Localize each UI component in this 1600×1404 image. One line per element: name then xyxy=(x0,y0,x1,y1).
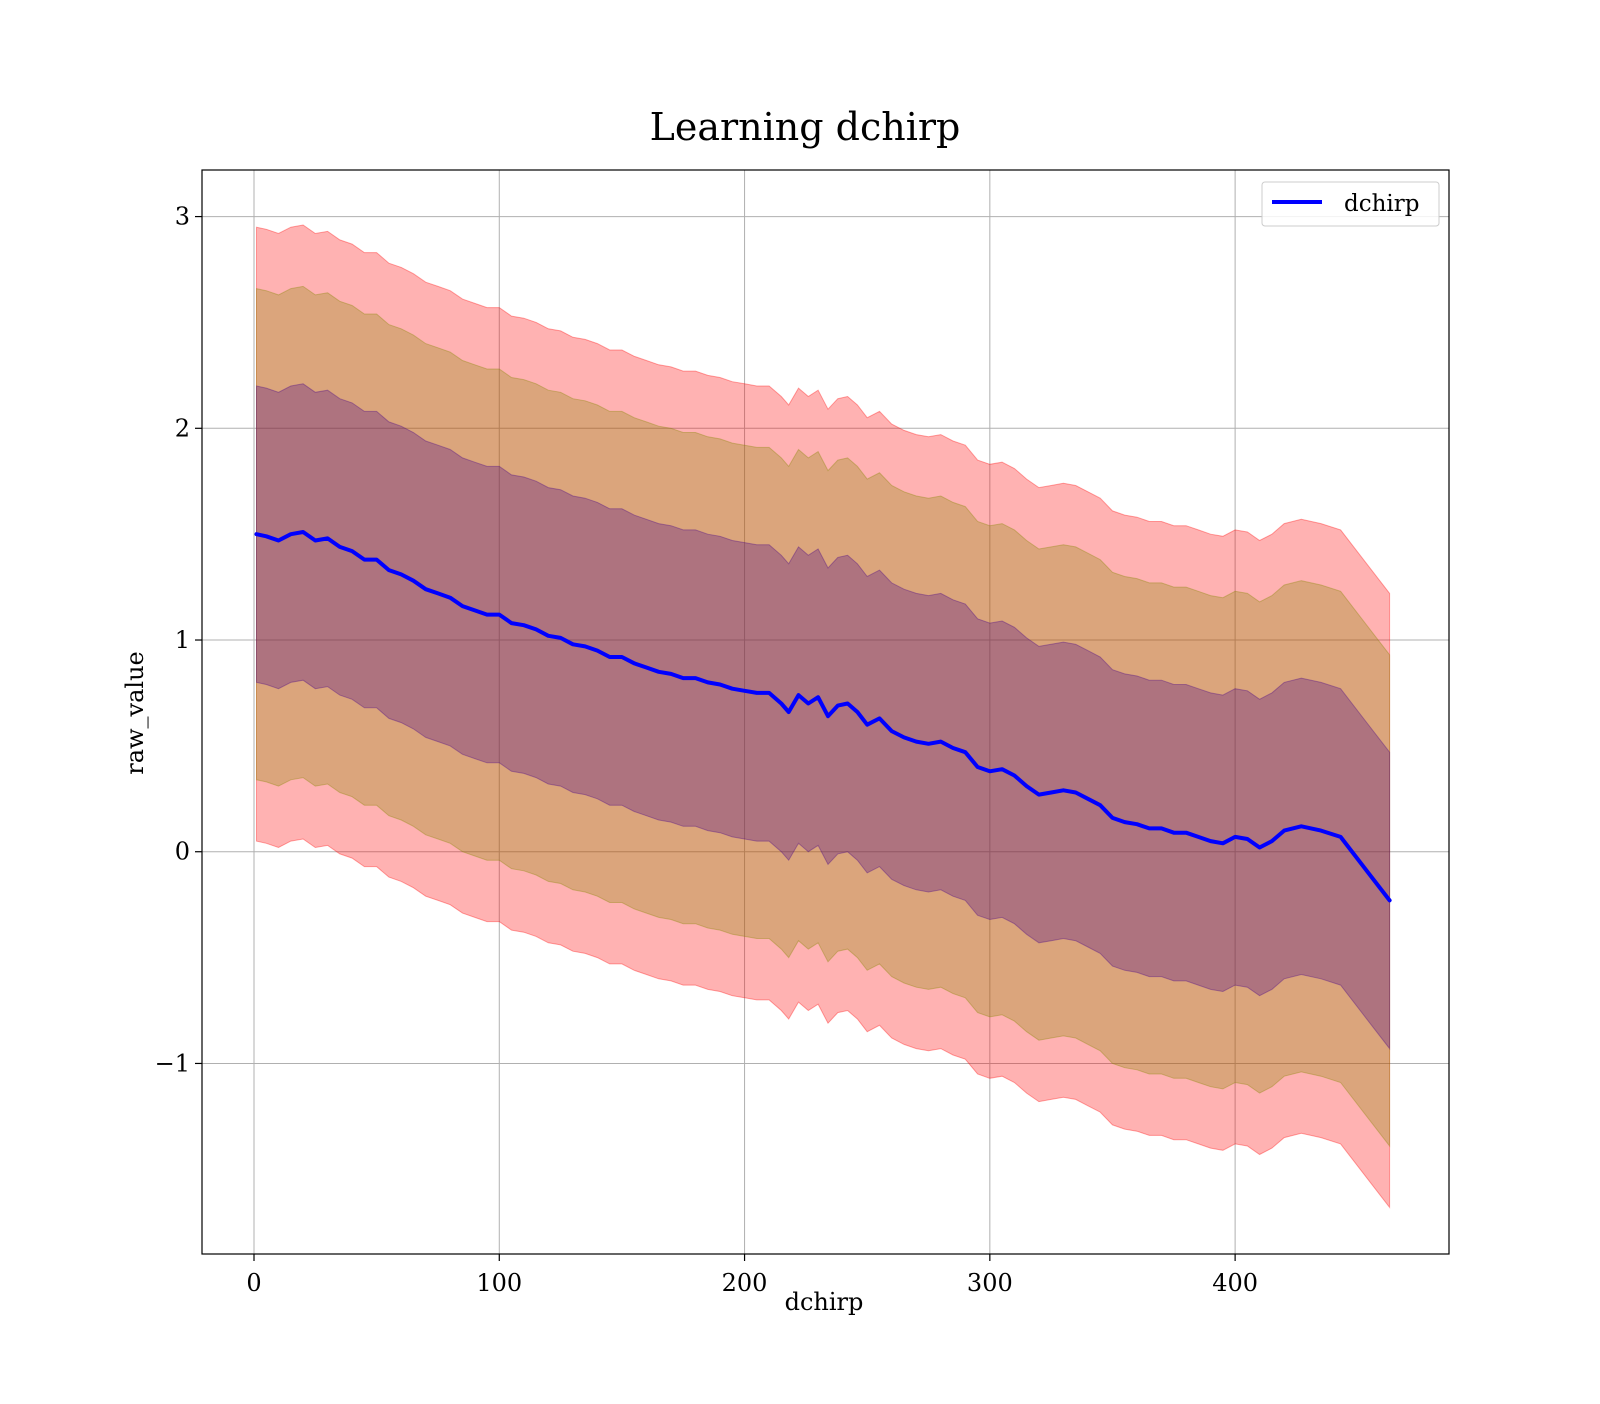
y-tick-label: 2 xyxy=(175,414,190,442)
x-axis-label: dchirp xyxy=(785,1288,864,1316)
uncertainty-band-2 xyxy=(256,285,1391,1148)
x-tick-label: 100 xyxy=(476,1269,522,1297)
y-tick-label: 3 xyxy=(175,203,190,231)
uncertainty-band-3 xyxy=(256,383,1391,1051)
uncertainty-bands xyxy=(256,224,1391,1209)
x-tick-label: 0 xyxy=(246,1269,261,1297)
grid-lines xyxy=(202,170,1449,1254)
legend: dchirp xyxy=(1261,181,1440,227)
y-axis-label: raw_value xyxy=(121,651,149,775)
uncertainty-band-1 xyxy=(256,224,1391,1209)
series-line-dchirp xyxy=(254,530,1392,903)
legend-label-dchirp: dchirp xyxy=(1344,191,1420,217)
x-tick-label: 400 xyxy=(1212,1269,1258,1297)
y-tick-label: 1 xyxy=(175,626,190,654)
y-axis-ticks: −1 0 1 2 3 xyxy=(155,203,202,1077)
x-tick-label: 300 xyxy=(967,1269,1013,1297)
x-tick-label: 200 xyxy=(722,1269,768,1297)
x-axis-ticks: 0 100 200 300 400 xyxy=(246,1254,1258,1297)
legend-box xyxy=(1261,181,1440,227)
plot-frame xyxy=(201,169,1450,1255)
chart-title: Learning dchirp xyxy=(650,105,961,149)
y-tick-label: −1 xyxy=(155,1049,190,1077)
series-lines xyxy=(254,530,1392,903)
y-tick-label: 0 xyxy=(175,838,190,866)
